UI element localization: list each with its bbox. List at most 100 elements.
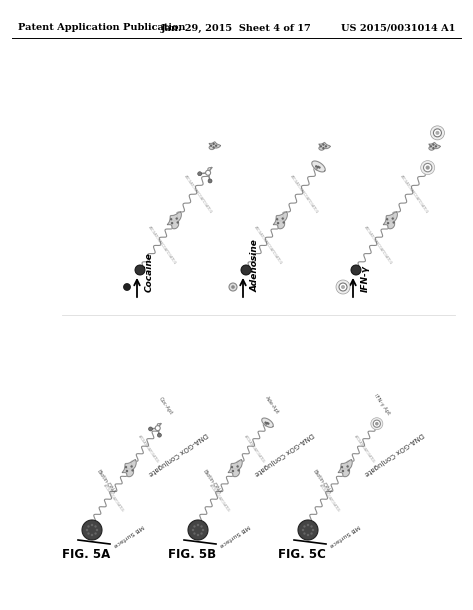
Text: ATCGATCGATCGATCGATCG: ATCGATCGATCGATCGATCG [363, 225, 393, 265]
Circle shape [318, 167, 321, 169]
Circle shape [341, 466, 343, 468]
Circle shape [94, 533, 97, 535]
Circle shape [231, 466, 233, 468]
Text: MB Surface: MB Surface [218, 523, 250, 547]
Circle shape [236, 465, 239, 468]
Circle shape [426, 165, 430, 170]
Circle shape [212, 143, 215, 145]
Text: Ade-Apt: Ade-Apt [264, 396, 280, 415]
Circle shape [298, 520, 318, 540]
Circle shape [123, 284, 131, 290]
Circle shape [436, 131, 439, 135]
Circle shape [347, 469, 350, 472]
Circle shape [241, 265, 251, 275]
Circle shape [87, 533, 90, 535]
Text: FIG. 5B: FIG. 5B [168, 548, 216, 561]
Circle shape [339, 283, 347, 291]
Polygon shape [312, 161, 325, 172]
Circle shape [320, 145, 322, 148]
Circle shape [322, 143, 324, 146]
Circle shape [208, 179, 212, 183]
Circle shape [316, 166, 319, 168]
Text: ATCGATCGATCGATCGATCG: ATCGATCGATCGATCGATCG [147, 225, 177, 265]
Circle shape [193, 525, 196, 528]
Circle shape [212, 146, 215, 149]
Text: IFN-γ: IFN-γ [361, 265, 370, 292]
Circle shape [433, 129, 441, 137]
Circle shape [307, 534, 309, 536]
Text: ATCGATCGATCGATCGATCG: ATCGATCGATCGATCGATCG [254, 225, 283, 265]
Circle shape [351, 265, 361, 275]
Circle shape [432, 143, 435, 146]
Circle shape [192, 529, 194, 531]
Circle shape [386, 218, 388, 220]
Circle shape [237, 469, 240, 472]
Text: Biotin-DNA: Biotin-DNA [201, 469, 222, 495]
Text: Patent Application Publication: Patent Application Publication [18, 24, 185, 32]
Circle shape [91, 524, 93, 526]
Circle shape [149, 427, 153, 431]
Text: ATCGATCGATCGATCG: ATCGATCGATCGATCG [243, 434, 265, 464]
Polygon shape [262, 418, 273, 428]
Text: Biotin-DNA: Biotin-DNA [96, 469, 116, 495]
Circle shape [87, 525, 90, 528]
Text: Biotin-DNA: Biotin-DNA [311, 469, 332, 495]
Circle shape [131, 465, 133, 468]
Text: ATCGATCGATCGATCG: ATCGATCGATCGATCG [353, 434, 375, 464]
Text: IFN-γ Apt: IFN-γ Apt [373, 393, 391, 415]
Circle shape [193, 533, 196, 535]
Polygon shape [122, 460, 136, 476]
Circle shape [201, 525, 203, 528]
Text: ATCGATCGATCGATCG: ATCGATCGATCGATCG [209, 484, 231, 513]
Circle shape [303, 533, 306, 535]
Circle shape [315, 165, 317, 168]
Text: Jan. 29, 2015  Sheet 4 of 17: Jan. 29, 2015 Sheet 4 of 17 [161, 24, 311, 32]
Circle shape [201, 533, 203, 535]
Circle shape [82, 520, 102, 540]
Polygon shape [273, 212, 287, 229]
Circle shape [302, 529, 304, 531]
Circle shape [342, 470, 344, 472]
Text: ATCGATCGATCGATCG: ATCGATCGATCGATCG [318, 484, 341, 513]
Circle shape [387, 222, 389, 224]
Circle shape [229, 283, 237, 291]
Text: MB Surface: MB Surface [112, 523, 144, 547]
Circle shape [371, 418, 383, 429]
Circle shape [202, 529, 204, 531]
Circle shape [126, 470, 128, 472]
Circle shape [310, 533, 313, 535]
Circle shape [171, 222, 173, 224]
Circle shape [125, 466, 127, 468]
Polygon shape [319, 143, 330, 150]
Circle shape [158, 433, 161, 437]
Circle shape [175, 217, 178, 220]
Circle shape [392, 217, 394, 220]
Circle shape [307, 524, 309, 526]
Circle shape [324, 145, 327, 148]
Circle shape [281, 217, 284, 220]
Circle shape [135, 265, 145, 275]
Circle shape [210, 145, 212, 147]
Circle shape [282, 221, 285, 224]
Circle shape [420, 160, 435, 174]
Text: MB Surface: MB Surface [328, 523, 360, 547]
Circle shape [429, 145, 432, 148]
Circle shape [435, 145, 437, 148]
Text: FIG. 5A: FIG. 5A [62, 548, 110, 561]
Circle shape [312, 529, 314, 531]
Polygon shape [429, 143, 440, 150]
Circle shape [336, 280, 350, 294]
Circle shape [264, 422, 267, 424]
Text: ATCGATCGATCGATCG: ATCGATCGATCGATCG [137, 434, 159, 464]
Circle shape [276, 218, 278, 220]
Text: ATCGATCGATCGATCGATCG: ATCGATCGATCGATCGATCG [399, 174, 429, 214]
Circle shape [303, 525, 306, 528]
Circle shape [232, 470, 234, 472]
Text: FIG. 5C: FIG. 5C [278, 548, 326, 561]
Circle shape [423, 163, 432, 172]
Polygon shape [383, 212, 397, 229]
Polygon shape [228, 460, 242, 476]
Circle shape [131, 469, 134, 472]
Circle shape [91, 534, 93, 536]
Text: ATCGATCGATCGATCGATCG: ATCGATCGATCGATCGATCG [289, 174, 319, 214]
